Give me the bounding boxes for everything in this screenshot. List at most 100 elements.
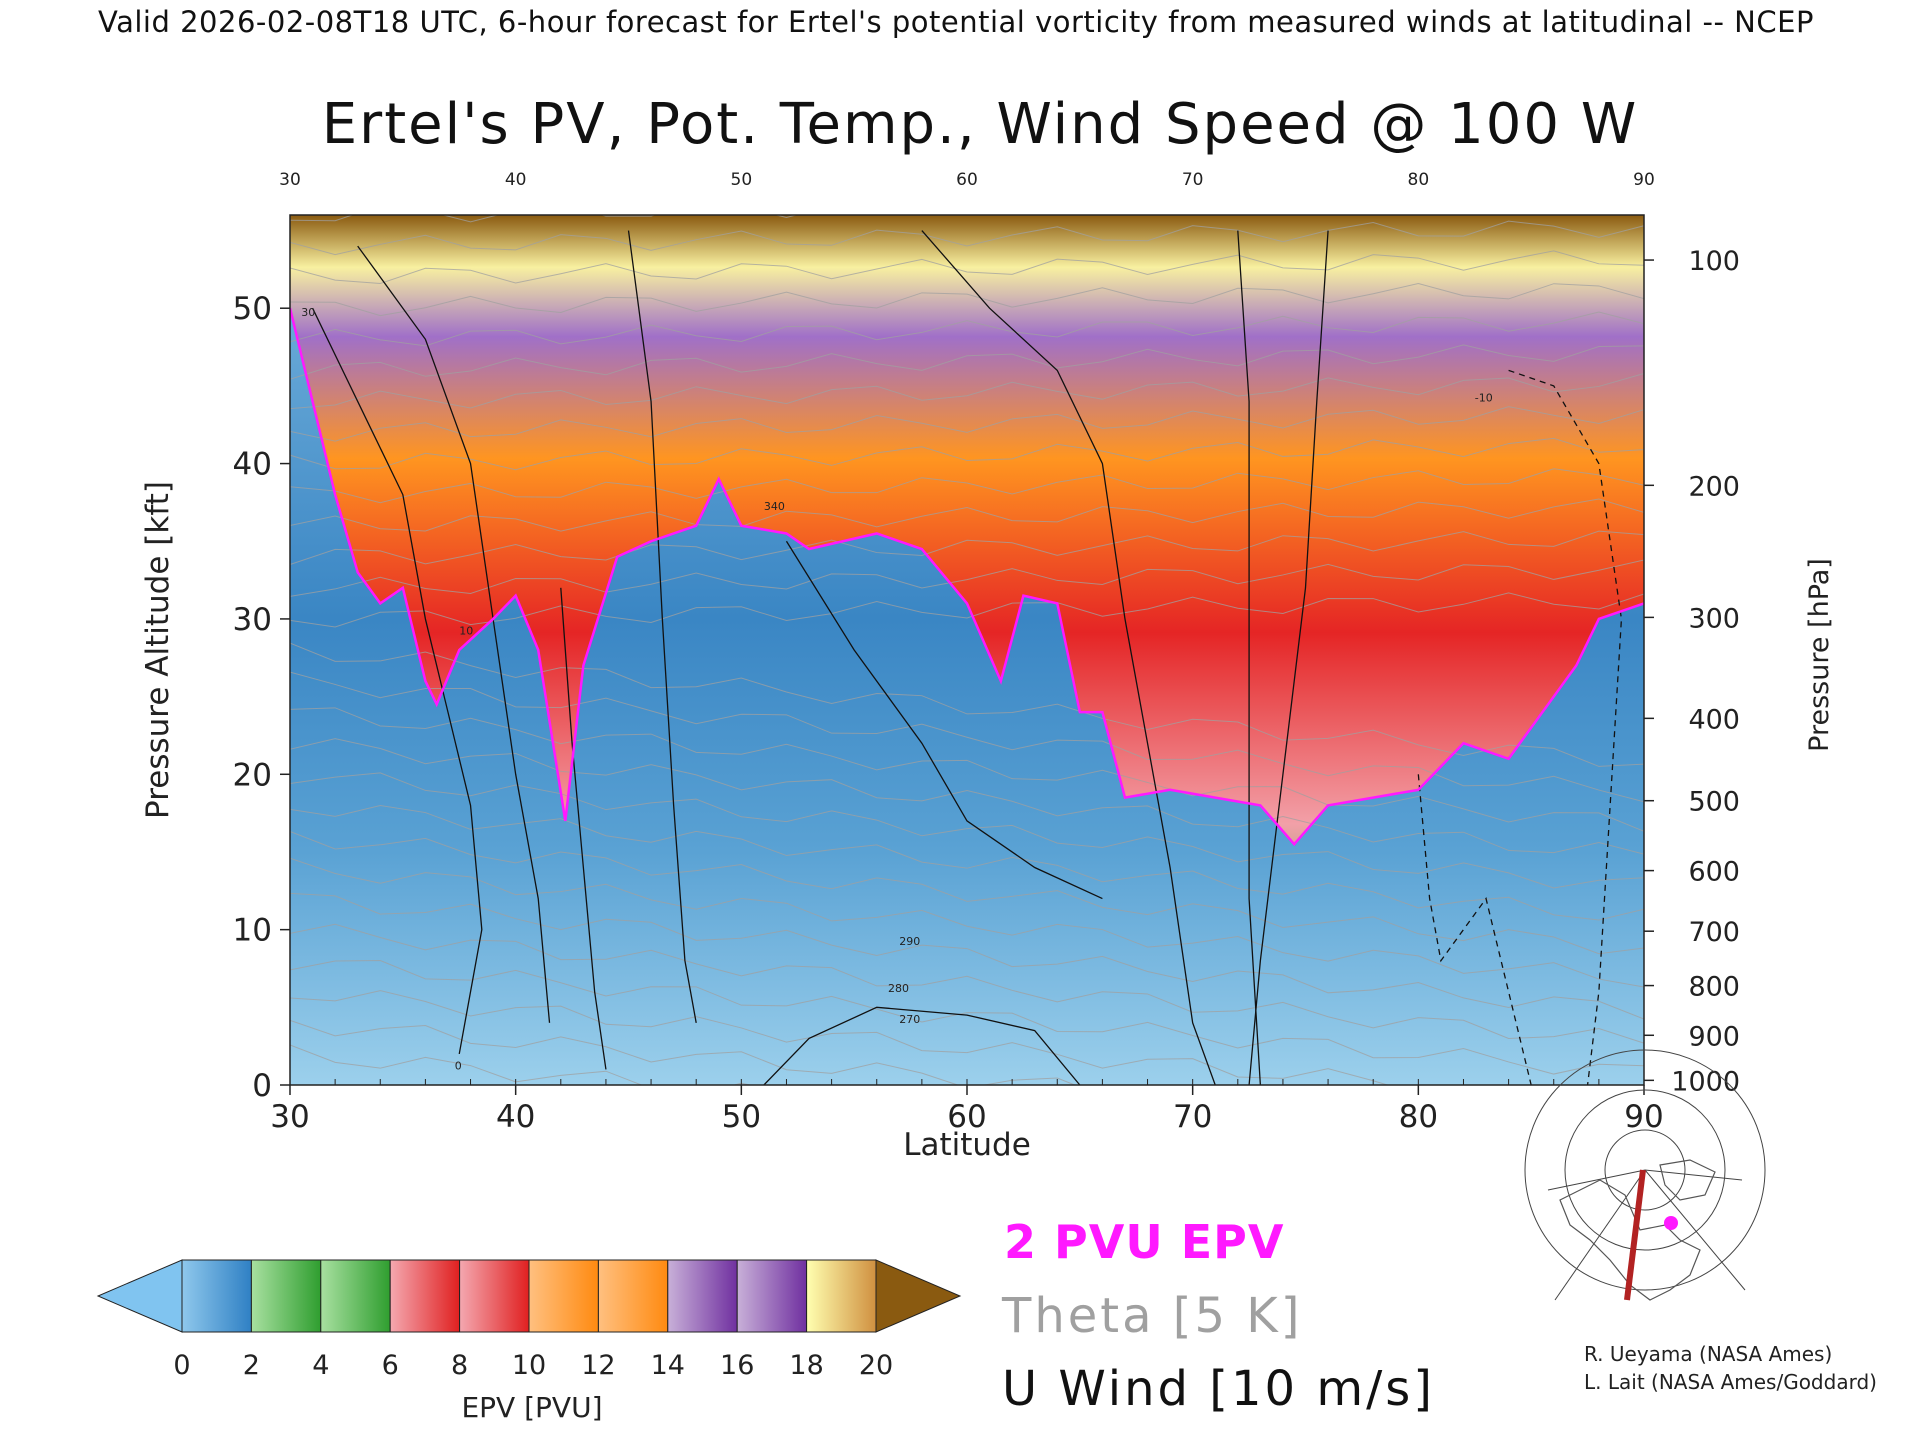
- theta-contour: [290, 498, 1644, 532]
- colorbar-tick-label: 0: [173, 1350, 190, 1381]
- colorbar-tick-label: 14: [651, 1350, 685, 1381]
- tropopause-2pvu-line: [290, 307, 1644, 847]
- pressure-tick-label: 900: [1688, 1021, 1740, 1052]
- x-top-tick-label: 60: [956, 170, 978, 190]
- y-tick-label: 50: [233, 291, 272, 327]
- uwind-contour: [1417, 774, 1532, 1085]
- uwind-contour: [1248, 230, 1329, 1085]
- pressure-tick-label: 300: [1688, 603, 1740, 634]
- colorbar-segment: [250, 1259, 322, 1333]
- pressure-tick-label: 400: [1688, 704, 1740, 735]
- colorbar-label: EPV [PVU]: [461, 1391, 602, 1424]
- pressure-tick-label: 800: [1688, 972, 1740, 1003]
- section-line: [1624, 1169, 1646, 1301]
- legend-epv: 2 PVU EPV: [1004, 1215, 1285, 1269]
- y-axis-left: 0 10 20 30 40 50: [233, 291, 290, 1104]
- x-top-tick-label: 80: [1408, 170, 1430, 190]
- theta-contour: [290, 282, 1644, 317]
- theta-contour: [290, 831, 1644, 955]
- pressure-tick-label: 700: [1688, 917, 1740, 948]
- inset-map-meridian: [1547, 1169, 1646, 1191]
- pressure-tick-label: 600: [1688, 857, 1740, 888]
- theta-contour: [290, 592, 1644, 628]
- y-tick-label: 0: [252, 1068, 272, 1104]
- theta-contour: [290, 1019, 1077, 1085]
- y-tick-label: 20: [233, 757, 272, 793]
- contour-label: 280: [888, 982, 909, 995]
- colorbar-segment: [459, 1259, 530, 1333]
- colorbar-tick-label: 6: [382, 1350, 399, 1381]
- colorbar-tick-label: 8: [451, 1350, 468, 1381]
- x-tick-label: 70: [1173, 1099, 1212, 1135]
- y-axis-right: 100 200 300 400 500 600 700 800 900 1000: [1644, 246, 1740, 1097]
- credit-line: R. Ueyama (NASA Ames): [1584, 1342, 1833, 1366]
- theta-contour: [290, 373, 1644, 410]
- x-tick-label: 90: [1624, 1099, 1663, 1135]
- theta-contours: [290, 215, 1644, 1085]
- chart-title: Ertel's PV, Pot. Temp., Wind Speed @ 100…: [321, 92, 1639, 157]
- x-top-tick-label: 30: [279, 170, 301, 190]
- theta-contour: [290, 772, 1644, 889]
- colorbar-segment: [736, 1259, 808, 1333]
- contour-label: 0: [455, 1059, 462, 1072]
- header-text: Valid 2026-02-08T18 UTC, 6-hour forecast…: [98, 5, 1814, 39]
- inset-map: [1524, 1049, 1766, 1305]
- pressure-tick-label: 500: [1688, 787, 1740, 818]
- x-tick-label: 30: [270, 1099, 309, 1135]
- contour-label: 30: [301, 306, 315, 319]
- theta-contour: [290, 311, 1644, 347]
- y-tick-label: 40: [233, 447, 272, 483]
- theta-contour: [290, 344, 1644, 380]
- inset-map-coastline: [1559, 1179, 1701, 1301]
- x-tick-label: 40: [496, 1099, 535, 1135]
- x-tick-label: 50: [722, 1099, 761, 1135]
- contour-label: 270: [899, 1013, 920, 1026]
- uwind-contour: [763, 1006, 1081, 1085]
- inset-map-latitude-ring: [1524, 1049, 1766, 1291]
- colorbar: 0 2 4 6 8 10 12 14 16 18 20: [96, 1259, 962, 1381]
- colorbar-segment: [528, 1259, 599, 1333]
- colorbar-segment: [806, 1259, 877, 1333]
- x-axis-bottom: 30 40 50 60 70 80 90: [270, 1079, 1664, 1135]
- theta-contour: [290, 250, 1644, 284]
- legend-theta: Theta [5 K]: [1002, 1288, 1303, 1344]
- x-tick-label: 60: [947, 1099, 986, 1135]
- inset-map-latitude-ring: [1604, 1129, 1686, 1211]
- colorbar-segment: [597, 1259, 669, 1333]
- uwind-contours: [311, 230, 1623, 1085]
- colorbar-tick-label: 20: [859, 1350, 893, 1381]
- theta-contour: [290, 892, 1644, 1020]
- colorbar-segment: [320, 1259, 391, 1333]
- colorbar-segment: [667, 1259, 738, 1333]
- theta-contour: [290, 671, 1644, 803]
- x-axis-top: 30 40 50 60 70 80 90: [279, 170, 1655, 190]
- y-tick-label: 30: [233, 602, 272, 638]
- contour-label: 10: [459, 624, 473, 637]
- theta-contour: [290, 990, 1511, 1085]
- theta-contour: [290, 923, 1644, 1044]
- theta-contour: [290, 437, 1644, 471]
- contour-label: -10: [1475, 391, 1493, 404]
- uwind-contour: [1237, 230, 1262, 1085]
- uwind-contour: [311, 307, 483, 1055]
- uwind-contour: [627, 230, 697, 1023]
- colorbar-tick-label: 2: [243, 1350, 260, 1381]
- theta-contour: [290, 468, 1644, 504]
- theta-contour: [290, 707, 1644, 832]
- theta-contour: [290, 530, 1644, 566]
- inset-map-meridian: [1644, 1169, 1746, 1291]
- inset-map-coastline: [1659, 1159, 1716, 1201]
- x-top-tick-label: 40: [505, 170, 527, 190]
- colorbar-tick-label: 12: [581, 1350, 615, 1381]
- x-axis-label: Latitude: [903, 1127, 1031, 1163]
- theta-contour: [290, 220, 1644, 256]
- colorbar-tick-label: 10: [512, 1350, 546, 1381]
- contour-label: 290: [899, 935, 920, 948]
- uwind-contour: [785, 540, 1103, 900]
- colorbar-under-arrow: [96, 1259, 183, 1333]
- theta-contour: [290, 642, 1644, 767]
- pressure-tick-label: 100: [1688, 246, 1740, 277]
- legend-uwind: U Wind [10 m/s]: [1002, 1361, 1436, 1417]
- colorbar-tick-label: 18: [789, 1350, 823, 1381]
